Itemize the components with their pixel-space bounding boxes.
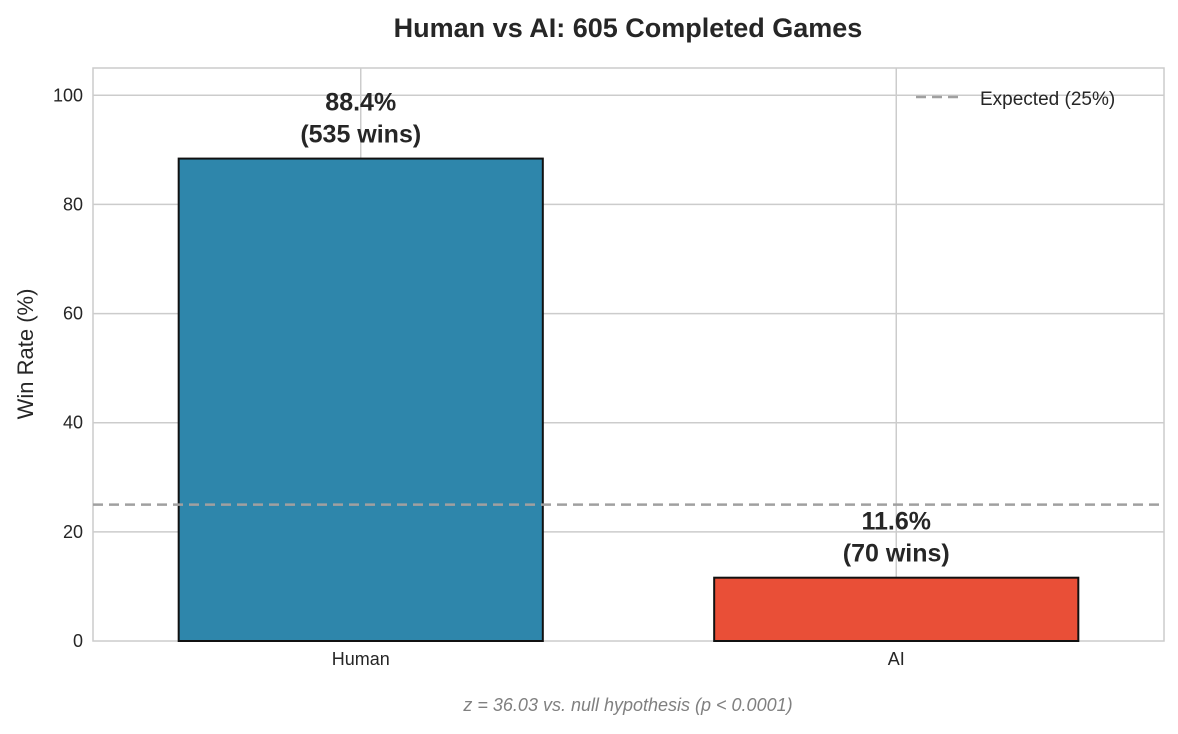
bar-count-label: (70 wins)	[843, 540, 950, 568]
footnote: z = 36.03 vs. null hypothesis (p < 0.000…	[462, 695, 792, 715]
y-tick-label: 40	[63, 413, 83, 433]
chart-title: Human vs AI: 605 Completed Games	[394, 13, 863, 43]
y-axis-label: Win Rate (%)	[13, 289, 38, 420]
y-tick-label: 60	[63, 304, 83, 324]
y-tick-label: 100	[53, 85, 83, 105]
bar-count-label: (535 wins)	[300, 121, 421, 149]
x-tick-label: Human	[332, 649, 390, 669]
x-axis-ticks: Human AI	[332, 649, 905, 669]
bar-value-label: 88.4%	[325, 89, 396, 117]
y-axis-ticks: 0 20 40 60 80 100	[53, 85, 83, 651]
bar-ai	[713, 576, 1080, 642]
bars	[177, 157, 1080, 643]
bar-value-label: 11.6%	[861, 508, 931, 536]
legend: Expected (25%)	[916, 89, 1115, 110]
y-tick-label: 20	[63, 522, 83, 542]
y-tick-label: 80	[63, 194, 83, 214]
data-labels: 88.4% (535 wins) 11.6% (70 wins)	[300, 89, 949, 568]
bar-human	[177, 157, 544, 643]
x-tick-label: AI	[888, 649, 905, 669]
legend-label: Expected (25%)	[980, 89, 1115, 110]
y-tick-label: 0	[73, 631, 83, 651]
